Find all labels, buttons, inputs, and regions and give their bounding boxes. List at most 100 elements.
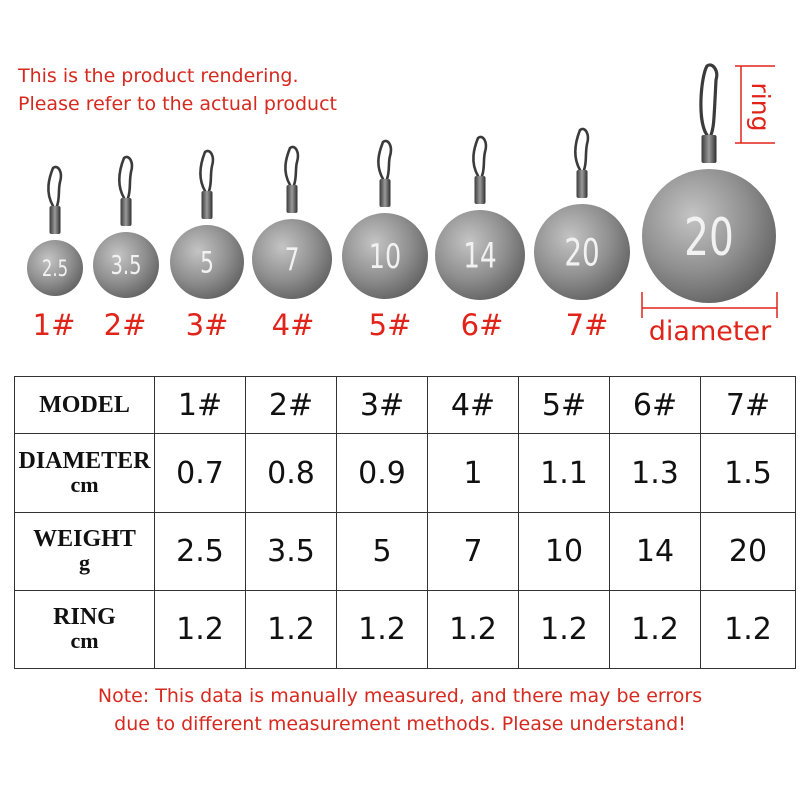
swivel-barrel	[474, 176, 486, 204]
row-header-label: DIAMETER	[18, 448, 151, 475]
wire-clip	[284, 145, 300, 187]
table-cell: 1.2	[245, 589, 337, 670]
spec-row-weight: WEIGHT g 2.5 3.5 5 7 10 14 20	[14, 511, 796, 591]
wire-clip	[199, 149, 215, 193]
table-cell: 0.9	[336, 433, 428, 513]
sinker-weight: 14	[435, 135, 525, 300]
sinker-ball	[642, 169, 776, 303]
disclaimer-line-1: This is the product rendering.	[18, 65, 299, 87]
table-cell: 1.5	[700, 433, 796, 513]
spec-row-model: MODEL 1# 2# 3# 4# 5# 6# 7#	[14, 375, 796, 435]
table-cell: 0.8	[245, 433, 337, 513]
sinker-weight: 10	[342, 139, 428, 299]
spec-row-ring: RING cm 1.2 1.2 1.2 1.2 1.2 1.2 1.2	[14, 589, 796, 670]
weight-engraving: 3.5	[111, 252, 142, 281]
table-cell: 4#	[427, 375, 519, 435]
wire-clip	[699, 63, 719, 137]
sinker-ball	[170, 225, 244, 299]
spec-table: MODEL 1# 2# 3# 4# 5# 6# 7# DIAMETER cm 0.7 0.8 0.9 1 1…	[14, 375, 796, 670]
spec-row-diameter: DIAMETER cm 0.7 0.8 0.9 1 1.1 1.3 1.5	[14, 433, 796, 513]
table-cell: 2#	[245, 375, 337, 435]
swivel-barrel	[49, 206, 61, 234]
sinker-weight: 3.5	[93, 155, 159, 298]
row-header-label: WEIGHT	[33, 526, 136, 553]
ring-dimension-label: ring	[746, 82, 775, 132]
sinker-ball	[534, 204, 630, 300]
row-header-unit: cm	[70, 472, 99, 498]
table-cell: 7#	[700, 375, 796, 435]
weight-engraving: 20	[684, 206, 734, 267]
table-cell: 1.2	[700, 589, 796, 670]
row-header-label: MODEL	[39, 392, 130, 419]
table-cell: 1#	[154, 375, 246, 435]
sinker-ball	[252, 219, 332, 299]
table-cell: 20	[700, 511, 796, 591]
table-cell: 1	[427, 433, 519, 513]
model-label-7: 7#	[565, 308, 609, 342]
table-cell: 10	[518, 511, 610, 591]
row-header-label: RING	[53, 604, 116, 631]
weight-engraving: 7	[285, 243, 300, 278]
sinker-ball	[435, 210, 525, 300]
wire-clip	[574, 127, 590, 172]
table-cell: 0.7	[154, 433, 246, 513]
disclaimer: This is the product rendering. Please re…	[18, 62, 337, 118]
table-cell: 3.5	[245, 511, 337, 591]
sinker-ball	[342, 213, 428, 299]
disclaimer-line-2: Please refer to the actual product	[18, 93, 337, 115]
featured-weight: 20	[642, 63, 776, 303]
table-cell: 6#	[609, 375, 701, 435]
sinker-weight: 7	[252, 145, 332, 299]
wire-clip	[377, 139, 393, 181]
dimension-markers	[641, 65, 778, 318]
wire-clip	[47, 165, 63, 208]
table-cell: 14	[609, 511, 701, 591]
sinker-ball	[93, 232, 159, 298]
table-cell: 1.2	[336, 589, 428, 670]
table-cell: 1.2	[518, 589, 610, 670]
note-line-2: due to different measurement methods. Pl…	[114, 713, 686, 735]
model-label-5: 5#	[368, 308, 412, 342]
table-cell: 1.2	[609, 589, 701, 670]
wire-clip	[118, 155, 134, 200]
table-cell: 7	[427, 511, 519, 591]
row-header: RING cm	[14, 589, 155, 670]
weight-engraving: 5	[200, 246, 214, 280]
diameter-dimension-label: diameter	[648, 316, 772, 347]
table-cell: 1.2	[427, 589, 519, 670]
weight-engraving: 10	[369, 237, 401, 277]
row-header: MODEL	[14, 375, 155, 435]
model-label-2: 2#	[103, 308, 147, 342]
weight-engraving: 2.5	[42, 255, 68, 281]
sinker-ball	[27, 240, 83, 296]
table-cell: 5#	[518, 375, 610, 435]
row-header: WEIGHT g	[14, 511, 155, 591]
table-cell: 5	[336, 511, 428, 591]
model-label-4: 4#	[271, 308, 315, 342]
table-cell: 2.5	[154, 511, 246, 591]
note: Note: This data is manually measured, an…	[0, 682, 800, 738]
weight-engraving: 20	[564, 231, 599, 274]
model-label-6: 6#	[460, 308, 504, 342]
swivel-barrel	[576, 170, 588, 198]
table-cell: 3#	[336, 375, 428, 435]
wire-clip	[472, 135, 488, 178]
weight-engraving: 14	[463, 236, 496, 277]
swivel-barrel	[379, 179, 391, 207]
sinker-weight: 20	[534, 127, 630, 300]
row-header-unit: g	[79, 550, 90, 576]
swivel-barrel	[201, 191, 213, 219]
row-header: DIAMETER cm	[14, 433, 155, 513]
swivel-barrel	[701, 135, 717, 163]
sinker-weight: 5	[170, 149, 244, 299]
note-line-1: Note: This data is manually measured, an…	[97, 685, 703, 707]
table-cell: 1.1	[518, 433, 610, 513]
row-header-unit: cm	[70, 628, 99, 654]
swivel-barrel	[120, 198, 132, 226]
sinker-weight: 2.5	[27, 165, 83, 296]
model-label-3: 3#	[185, 308, 229, 342]
model-label-1: 1#	[32, 308, 76, 342]
swivel-barrel	[286, 185, 298, 213]
weights-illustration: 2.5 3.5 5 7 10 14 20 20	[27, 63, 778, 318]
table-cell: 1.3	[609, 433, 701, 513]
